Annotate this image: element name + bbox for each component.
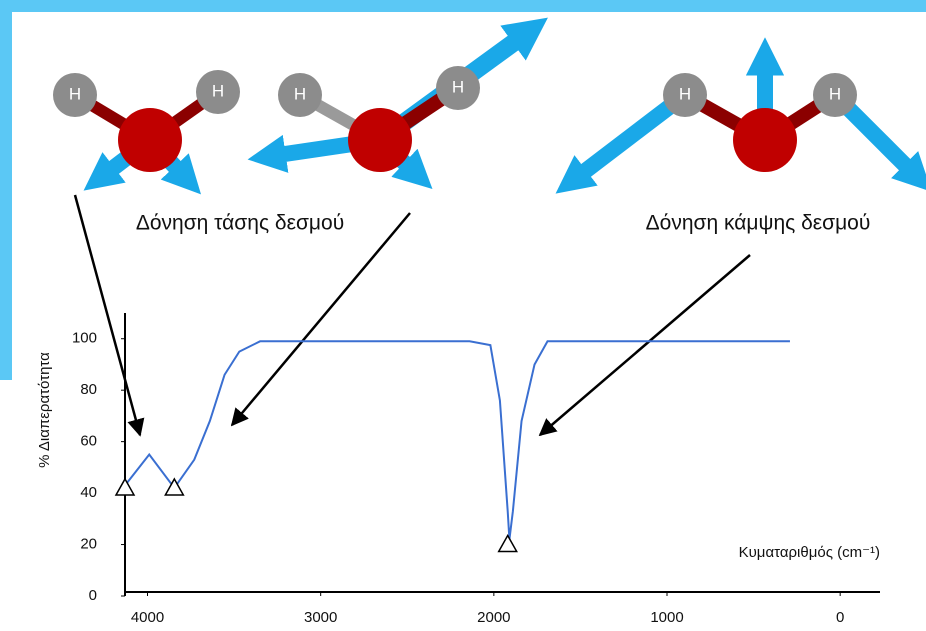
x-tick-label: 1000 (650, 609, 683, 626)
y-tick-label: 0 (89, 587, 97, 604)
x-tick-label: 2000 (477, 609, 510, 626)
y-axis-label: % Διαπερατότητα (36, 352, 53, 468)
atom-label: H (69, 84, 81, 103)
annotation: Δόνηση κάμψης δεσμού (646, 212, 871, 235)
molecules (53, 17, 926, 195)
atom-label: H (294, 84, 306, 103)
y-tick-label: 20 (80, 536, 97, 553)
marker-triangle (164, 477, 185, 496)
frame-left (0, 0, 12, 380)
x-tick-label: 4000 (131, 609, 164, 626)
marker-triangle (497, 534, 518, 553)
marker-triangle (114, 477, 136, 496)
series-line (124, 340, 790, 540)
y-tick-label: 60 (80, 433, 97, 450)
x-tick-label: 0 (836, 609, 844, 626)
atom-labels: H H H H H H (69, 77, 841, 103)
atom-label: H (679, 84, 691, 103)
frame-top (0, 0, 926, 12)
atom-label: H (452, 77, 464, 96)
y-tick-label: 40 (80, 484, 97, 501)
y-tick-label: 100 (72, 330, 97, 347)
y-tick-label: 80 (80, 381, 97, 398)
x-tick-label: 3000 (304, 609, 337, 626)
x-axis-label: Κυματαριθμός (cm⁻¹) (739, 544, 880, 561)
atom-label: H (829, 84, 841, 103)
annotation: Δόνηση τάσης δεσμού (136, 212, 344, 235)
pointer-arrows (73, 194, 751, 437)
atom-label: H (212, 81, 224, 100)
